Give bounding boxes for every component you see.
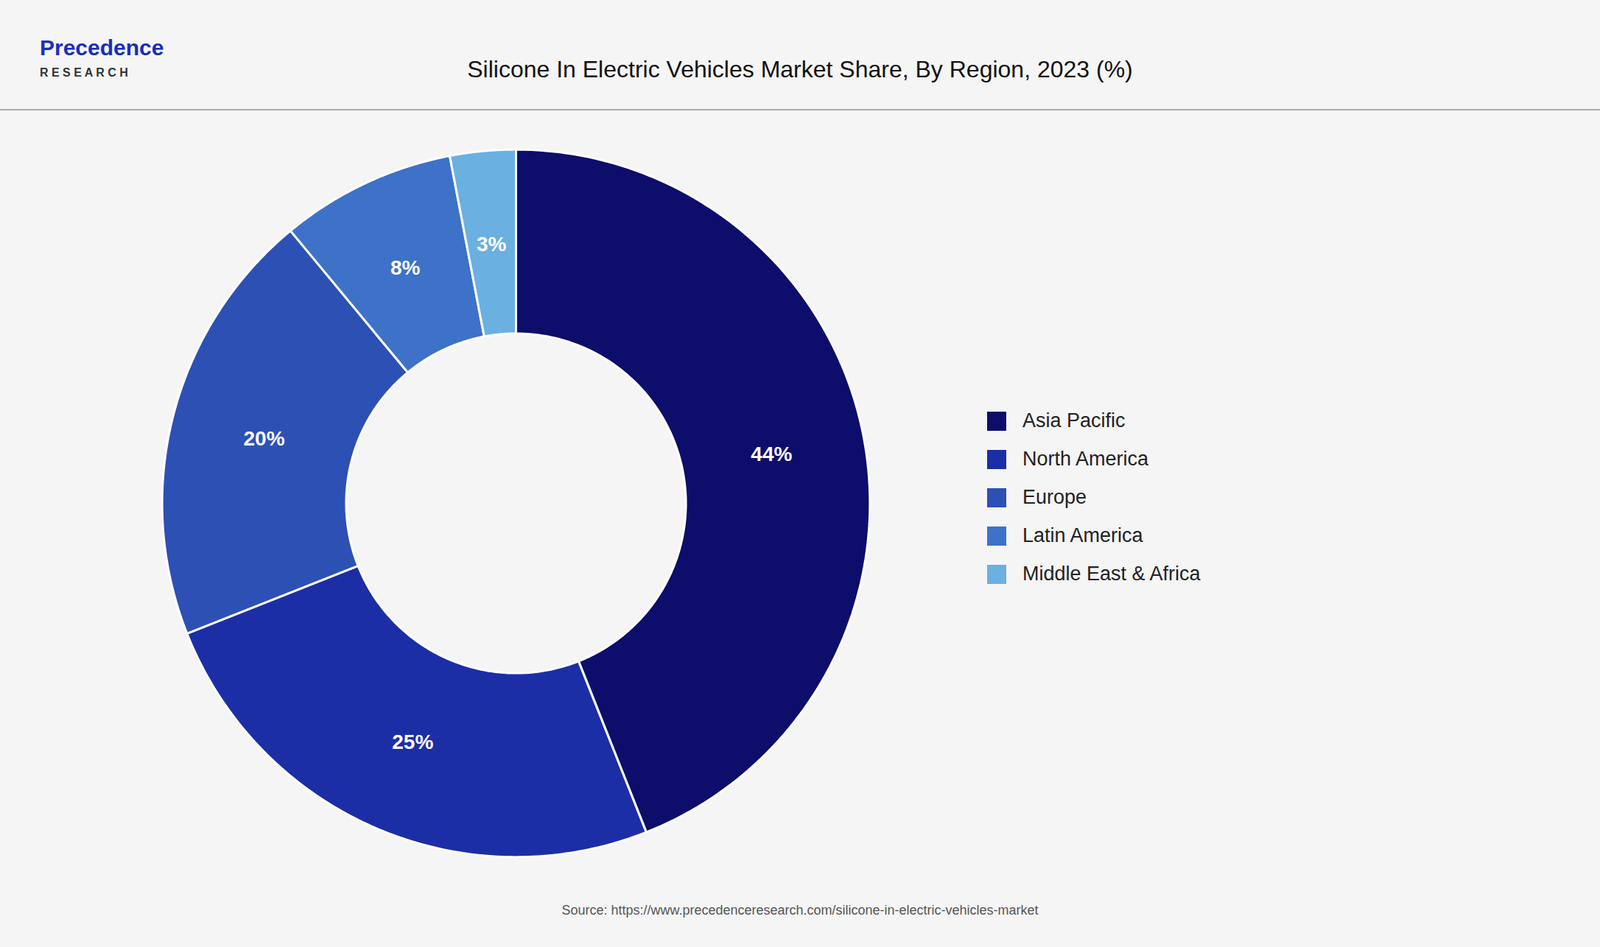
html-text:Europe: Europe xyxy=(1022,486,1087,509)
html-text:Silicone In Electric Vehicles: Silicone In Electric Vehicles Market Sha… xyxy=(467,55,1133,83)
html-text:Source: https://www.precedence: Source: https://www.precedenceresearch.c… xyxy=(561,903,1039,918)
html-text:Middle East & Africa: Middle East & Africa xyxy=(1022,563,1201,586)
svg-text:8%: 8% xyxy=(390,256,421,280)
html-text:North America: North America xyxy=(1022,448,1149,471)
svg-text:3%: 3% xyxy=(476,232,507,256)
svg-text:44%: 44% xyxy=(750,442,792,466)
html-text:Precedence: Precedence xyxy=(39,35,164,60)
html-text:Asia Pacific: Asia Pacific xyxy=(1022,409,1126,432)
html-text:R E S E A R C H: R E S E A R C H xyxy=(39,66,128,79)
svg-text:25%: 25% xyxy=(391,730,434,754)
html-text:Latin America: Latin America xyxy=(1022,524,1143,547)
svg-text:20%: 20% xyxy=(243,427,285,451)
